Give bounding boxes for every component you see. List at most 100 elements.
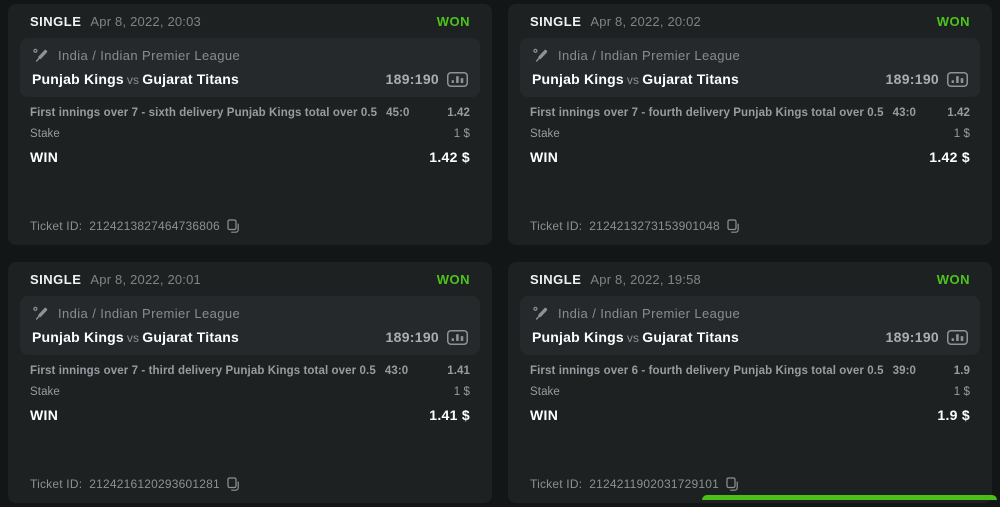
status-badge: WON xyxy=(936,271,970,287)
bet-score: 45:0 xyxy=(386,107,410,119)
away-team: Gujarat Titans xyxy=(642,71,739,87)
ticket-id-value: 2124213273153901048 xyxy=(589,219,720,233)
win-value: 1.42 $ xyxy=(929,149,970,165)
cricket-bat-icon xyxy=(32,305,49,322)
odds-value: 1.41 xyxy=(447,365,470,377)
win-value: 1.9 $ xyxy=(937,407,970,423)
league-row: India / Indian Premier League xyxy=(532,305,968,322)
copy-icon[interactable] xyxy=(227,477,240,491)
stats-chart-icon[interactable] xyxy=(947,71,968,87)
stake-label: Stake xyxy=(30,128,60,140)
selection-row: First innings over 7 - fourth delivery P… xyxy=(530,103,970,124)
stake-value: 1 $ xyxy=(953,128,970,140)
ticket-row: Ticket ID: 2124213827464736806 xyxy=(20,219,480,233)
league-label: India / Indian Premier League xyxy=(558,306,741,321)
score-wrap: 189:190 xyxy=(386,329,468,345)
stats-chart-icon[interactable] xyxy=(947,329,968,345)
status-badge: WON xyxy=(436,271,470,287)
bet-score: 43:0 xyxy=(892,107,917,119)
stake-row: Stake 1 $ xyxy=(30,382,470,403)
card-header: SINGLE Apr 8, 2022, 20:03 WON xyxy=(20,4,480,38)
bet-datetime: Apr 8, 2022, 19:58 xyxy=(590,271,701,287)
odds-value: 1.9 xyxy=(953,365,970,377)
bet-datetime: Apr 8, 2022, 20:02 xyxy=(590,13,701,29)
stats-chart-icon[interactable] xyxy=(447,71,468,87)
ticket-id-label: Ticket ID: xyxy=(530,477,583,491)
win-label: WIN xyxy=(30,407,59,423)
match-score: 189:190 xyxy=(385,329,439,345)
away-team: Gujarat Titans xyxy=(142,329,239,345)
win-value: 1.42 $ xyxy=(429,149,470,165)
odds-value: 1.42 xyxy=(447,107,470,119)
ticket-id-value: 2124216120293601281 xyxy=(89,477,220,491)
home-team: Punjab Kings xyxy=(532,71,624,87)
match-panel: India / Indian Premier League Punjab Kin… xyxy=(520,296,980,355)
league-label: India / Indian Premier League xyxy=(58,48,241,63)
match-score: 189:190 xyxy=(885,71,939,87)
bet-description: First innings over 7 - fourth delivery P… xyxy=(530,107,884,119)
stake-value: 1 $ xyxy=(453,128,470,140)
bet-detail-rows: First innings over 7 - third delivery Pu… xyxy=(20,361,480,427)
stats-chart-icon[interactable] xyxy=(447,329,468,345)
stake-value: 1 $ xyxy=(453,386,470,398)
stake-label: Stake xyxy=(530,128,560,140)
win-row: WIN 1.42 $ xyxy=(30,145,470,169)
copy-icon[interactable] xyxy=(227,219,240,233)
win-label: WIN xyxy=(530,407,559,423)
match-row: Punjab Kings vs Gujarat Titans 189:190 xyxy=(532,329,968,345)
selection-row: First innings over 6 - fourth delivery P… xyxy=(530,361,970,382)
vs-label: vs xyxy=(126,73,140,87)
score-wrap: 189:190 xyxy=(386,71,468,87)
ticket-row: Ticket ID: 2124211902031729101 xyxy=(520,477,980,491)
league-row: India / Indian Premier League xyxy=(32,47,468,64)
match-row: Punjab Kings vs Gujarat Titans 189:190 xyxy=(532,71,968,87)
bet-type-label: SINGLE xyxy=(530,271,582,287)
stake-label: Stake xyxy=(530,386,560,398)
win-row: WIN 1.42 $ xyxy=(530,145,970,169)
stake-row: Stake 1 $ xyxy=(530,124,970,145)
match-title: Punjab Kings vs Gujarat Titans xyxy=(32,329,239,345)
bottom-toast-bar[interactable] xyxy=(702,495,997,500)
match-row: Punjab Kings vs Gujarat Titans 189:190 xyxy=(32,71,468,87)
win-value: 1.41 $ xyxy=(429,407,470,423)
match-row: Punjab Kings vs Gujarat Titans 189:190 xyxy=(32,329,468,345)
match-score: 189:190 xyxy=(885,329,939,345)
league-label: India / Indian Premier League xyxy=(558,48,741,63)
win-row: WIN 1.41 $ xyxy=(30,403,470,427)
ticket-id-value: 2124211902031729101 xyxy=(589,477,719,491)
bet-detail-rows: First innings over 7 - fourth delivery P… xyxy=(520,103,980,169)
win-label: WIN xyxy=(30,149,59,165)
card-header: SINGLE Apr 8, 2022, 20:02 WON xyxy=(520,4,980,38)
cricket-bat-icon xyxy=(532,305,549,322)
cricket-bat-icon xyxy=(32,47,49,64)
win-label: WIN xyxy=(530,149,559,165)
bet-card: SINGLE Apr 8, 2022, 20:01 WON India / In… xyxy=(8,262,492,503)
match-panel: India / Indian Premier League Punjab Kin… xyxy=(20,296,480,355)
league-label: India / Indian Premier League xyxy=(58,306,241,321)
odds-value: 1.42 xyxy=(947,107,970,119)
bet-datetime: Apr 8, 2022, 20:03 xyxy=(90,13,201,29)
bet-card: SINGLE Apr 8, 2022, 19:58 WON India / In… xyxy=(508,262,992,503)
ticket-id-value: 2124213827464736806 xyxy=(89,219,220,233)
ticket-id-label: Ticket ID: xyxy=(530,219,583,233)
match-title: Punjab Kings vs Gujarat Titans xyxy=(532,329,739,345)
ticket-row: Ticket ID: 2124216120293601281 xyxy=(20,477,480,491)
bet-type-label: SINGLE xyxy=(30,271,82,287)
copy-icon[interactable] xyxy=(727,219,740,233)
score-wrap: 189:190 xyxy=(886,71,968,87)
match-score: 189:190 xyxy=(385,71,439,87)
bet-type-label: SINGLE xyxy=(530,13,582,29)
copy-icon[interactable] xyxy=(726,477,739,491)
home-team: Punjab Kings xyxy=(32,329,124,345)
bet-description: First innings over 7 - sixth delivery Pu… xyxy=(30,107,378,119)
card-header: SINGLE Apr 8, 2022, 20:01 WON xyxy=(20,262,480,296)
vs-label: vs xyxy=(626,331,640,345)
match-panel: India / Indian Premier League Punjab Kin… xyxy=(20,38,480,97)
cricket-bat-icon xyxy=(532,47,549,64)
stake-value: 1 $ xyxy=(953,386,970,398)
bet-description: First innings over 7 - third delivery Pu… xyxy=(30,365,376,377)
selection-row: First innings over 7 - sixth delivery Pu… xyxy=(30,103,470,124)
ticket-id-label: Ticket ID: xyxy=(30,219,83,233)
card-header: SINGLE Apr 8, 2022, 19:58 WON xyxy=(520,262,980,296)
